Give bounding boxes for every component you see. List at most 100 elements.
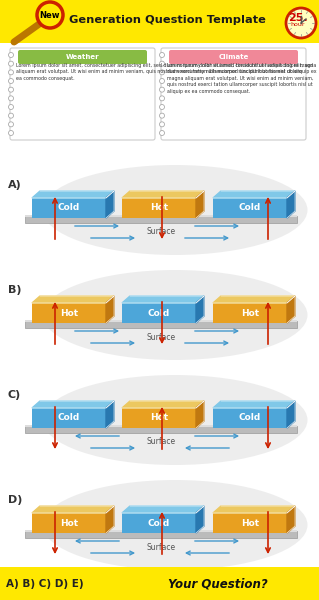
Text: Surface: Surface: [146, 332, 175, 341]
FancyBboxPatch shape: [213, 513, 287, 533]
FancyBboxPatch shape: [32, 198, 106, 218]
Polygon shape: [213, 296, 295, 303]
FancyBboxPatch shape: [25, 320, 297, 322]
Circle shape: [37, 2, 63, 28]
Polygon shape: [32, 191, 114, 198]
Text: hour: hour: [291, 22, 305, 28]
Text: Climate: Climate: [218, 54, 249, 60]
Text: Hot: Hot: [60, 308, 78, 317]
Polygon shape: [287, 191, 295, 218]
Circle shape: [9, 113, 13, 118]
FancyBboxPatch shape: [213, 303, 287, 323]
Circle shape: [160, 61, 165, 66]
Ellipse shape: [42, 375, 308, 465]
Circle shape: [9, 122, 13, 127]
Polygon shape: [196, 191, 204, 218]
FancyBboxPatch shape: [122, 513, 196, 533]
Circle shape: [160, 104, 165, 109]
Text: A): A): [8, 180, 22, 190]
FancyBboxPatch shape: [25, 426, 297, 433]
Polygon shape: [106, 401, 114, 428]
Text: A) B) C) D) E): A) B) C) D) E): [6, 579, 84, 589]
FancyBboxPatch shape: [122, 303, 196, 323]
FancyBboxPatch shape: [32, 408, 106, 428]
Circle shape: [286, 8, 316, 38]
Text: Hot: Hot: [60, 518, 78, 527]
Circle shape: [160, 52, 165, 58]
FancyBboxPatch shape: [122, 408, 196, 428]
FancyBboxPatch shape: [213, 198, 287, 218]
Text: Cold: Cold: [148, 518, 170, 527]
Circle shape: [9, 79, 13, 83]
Text: Surface: Surface: [146, 437, 175, 446]
Ellipse shape: [42, 165, 308, 255]
Ellipse shape: [42, 480, 308, 570]
Polygon shape: [122, 401, 204, 408]
Circle shape: [9, 87, 13, 92]
Text: 25.: 25.: [288, 13, 308, 23]
Text: Hot: Hot: [241, 308, 259, 317]
Text: Weather: Weather: [66, 54, 99, 60]
Circle shape: [160, 113, 165, 118]
Circle shape: [160, 70, 165, 75]
Text: Generation Question Template: Generation Question Template: [69, 15, 266, 25]
Circle shape: [9, 104, 13, 109]
FancyBboxPatch shape: [25, 321, 297, 328]
Circle shape: [9, 70, 13, 75]
FancyBboxPatch shape: [25, 530, 297, 532]
Polygon shape: [122, 296, 204, 303]
Circle shape: [160, 130, 165, 136]
FancyBboxPatch shape: [169, 50, 298, 64]
Text: Surface: Surface: [146, 227, 175, 236]
FancyBboxPatch shape: [122, 198, 196, 218]
FancyBboxPatch shape: [25, 216, 297, 223]
Text: Hot: Hot: [150, 203, 168, 212]
Polygon shape: [106, 296, 114, 323]
Ellipse shape: [42, 270, 308, 360]
Circle shape: [9, 52, 13, 58]
Polygon shape: [213, 401, 295, 408]
Polygon shape: [32, 401, 114, 408]
Text: Cold: Cold: [58, 413, 80, 422]
FancyBboxPatch shape: [32, 513, 106, 533]
Circle shape: [9, 61, 13, 66]
Polygon shape: [122, 506, 204, 513]
Text: Hot: Hot: [241, 518, 259, 527]
Text: D): D): [8, 495, 22, 505]
FancyBboxPatch shape: [25, 425, 297, 427]
Text: Lorem ipsum dolor sit amet, consectetuer adipiscing elit, sed diam nonummy nibh : Lorem ipsum dolor sit amet, consectetuer…: [16, 63, 316, 81]
Text: Hot: Hot: [150, 413, 168, 422]
Text: Surface: Surface: [146, 542, 175, 551]
Circle shape: [160, 96, 165, 101]
Circle shape: [9, 130, 13, 136]
Text: Cold: Cold: [148, 308, 170, 317]
Polygon shape: [106, 191, 114, 218]
Polygon shape: [213, 191, 295, 198]
Polygon shape: [287, 401, 295, 428]
Circle shape: [160, 79, 165, 83]
Circle shape: [160, 87, 165, 92]
Polygon shape: [287, 506, 295, 533]
Polygon shape: [196, 401, 204, 428]
Text: C): C): [8, 390, 21, 400]
Text: Cold: Cold: [239, 203, 261, 212]
Circle shape: [9, 96, 13, 101]
FancyBboxPatch shape: [10, 48, 155, 140]
Text: B): B): [8, 285, 21, 295]
Polygon shape: [196, 506, 204, 533]
Text: Cold: Cold: [239, 413, 261, 422]
FancyBboxPatch shape: [25, 531, 297, 538]
FancyBboxPatch shape: [18, 50, 147, 64]
Text: Your Question?: Your Question?: [168, 577, 268, 590]
Text: New: New: [40, 10, 60, 19]
FancyBboxPatch shape: [0, 0, 319, 43]
Text: Cold: Cold: [58, 203, 80, 212]
Polygon shape: [106, 506, 114, 533]
FancyBboxPatch shape: [32, 303, 106, 323]
FancyBboxPatch shape: [161, 48, 306, 140]
FancyBboxPatch shape: [0, 567, 319, 600]
Circle shape: [160, 122, 165, 127]
Polygon shape: [32, 296, 114, 303]
Text: Lorem ipsum dolor sit amet, consectetuer adipiscing elit, sed diam nonummy nibh : Lorem ipsum dolor sit amet, consectetuer…: [167, 63, 314, 94]
Polygon shape: [0, 0, 120, 43]
